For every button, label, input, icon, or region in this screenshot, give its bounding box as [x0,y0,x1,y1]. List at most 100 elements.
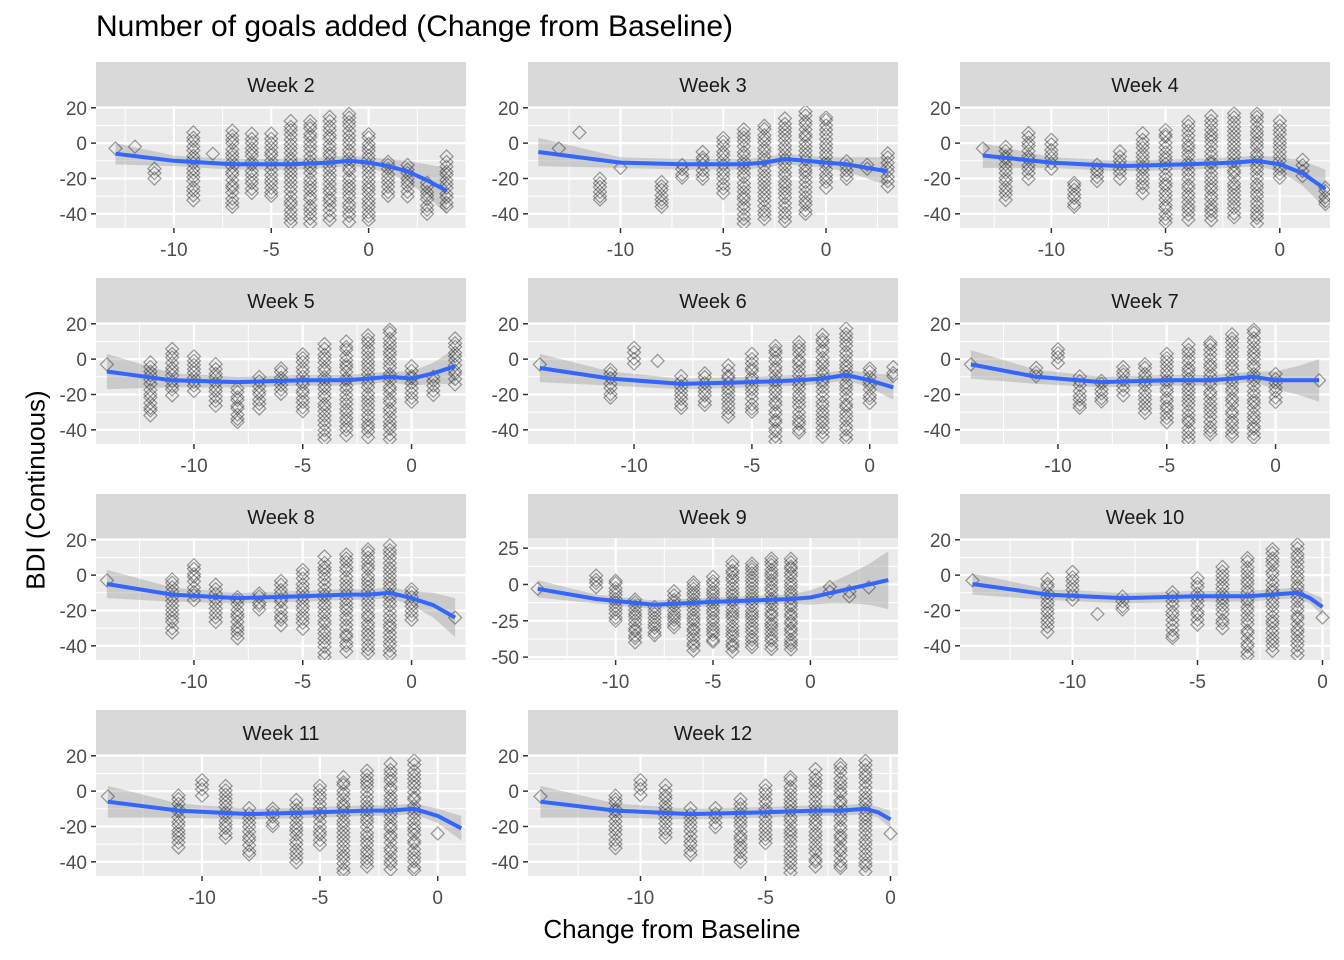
data-point [164,620,180,636]
data-point [858,807,873,822]
data-point [592,171,608,187]
data-point [791,422,807,437]
data-point [338,621,354,637]
data-point [1181,194,1196,210]
data-point [406,784,422,800]
data-point [1158,192,1173,208]
data-point [705,621,721,637]
y-tick-label: 20 [66,747,87,768]
data-point [263,175,279,191]
data-point [338,378,354,393]
data-point [783,829,798,845]
data-point [382,369,398,385]
data-point [791,364,807,379]
data-point [383,756,398,772]
data-point [208,369,224,385]
data-point [862,387,878,403]
y-tick-label: 20 [498,747,519,768]
data-point [1246,392,1262,408]
data-point [592,184,608,200]
data-point [783,609,799,625]
data-point [798,139,813,154]
data-point [273,386,289,402]
data-point [302,183,318,199]
data-point [1040,605,1055,621]
data-point [1158,198,1173,213]
data-point [818,145,834,161]
data-point [171,830,186,846]
data-point [1224,406,1240,422]
data-point [1290,599,1305,615]
data-point [1215,612,1230,628]
data-point [1315,610,1330,625]
data-point [406,846,422,862]
data-point [783,848,798,863]
data-point [1159,384,1175,399]
data-point [757,127,772,143]
data-point [783,642,799,657]
data-point [666,612,682,628]
data-point [404,380,419,396]
data-point [317,645,332,660]
data-point [1181,162,1196,178]
data-point [341,136,357,152]
data-point [1272,153,1288,169]
data-point [360,389,376,405]
data-point [1203,182,1219,198]
data-point [1181,381,1196,397]
data-point [815,384,830,400]
data-point [1272,122,1288,138]
data-point [251,597,267,613]
data-point [1240,608,1255,623]
data-point [532,357,548,372]
data-point [186,169,201,185]
data-point [744,351,760,367]
data-point [798,117,813,132]
data-point [1240,573,1255,588]
data-point [230,630,245,646]
data-point [1249,210,1265,226]
data-point [341,204,357,220]
data-point [382,572,398,588]
data-point [338,348,354,364]
data-point [1246,409,1262,425]
data-point [283,215,299,228]
data-point [360,641,376,657]
data-point [322,145,338,161]
data-point [592,192,608,207]
y-tick-label: -20 [492,817,519,838]
data-point [838,348,854,363]
data-point [317,390,332,406]
data-point [273,586,289,601]
data-point [733,818,748,834]
data-point [654,199,669,215]
x-axis-title: Change from Baseline [543,914,801,944]
data-point [1226,183,1242,199]
data-point [361,192,376,207]
data-point [744,632,760,648]
data-point [1226,179,1242,195]
data-point [1272,118,1288,134]
data-point [674,167,690,182]
data-point [1190,612,1205,628]
data-point [336,847,351,863]
data-point [654,174,669,190]
data-point [1249,207,1265,222]
data-point [1246,395,1262,411]
data-point [720,409,736,425]
data-point [302,161,318,176]
data-point [1181,140,1196,156]
data-point [1190,576,1205,591]
data-point [777,200,793,216]
data-point [686,610,701,626]
data-point [1318,193,1330,209]
data-point [798,169,813,185]
data-point [725,609,740,625]
data-point [764,637,779,653]
data-point [798,162,813,178]
data-point [336,816,351,832]
data-point [341,173,357,189]
data-point [1115,388,1131,403]
data-point [295,385,311,401]
data-point [1268,390,1283,405]
